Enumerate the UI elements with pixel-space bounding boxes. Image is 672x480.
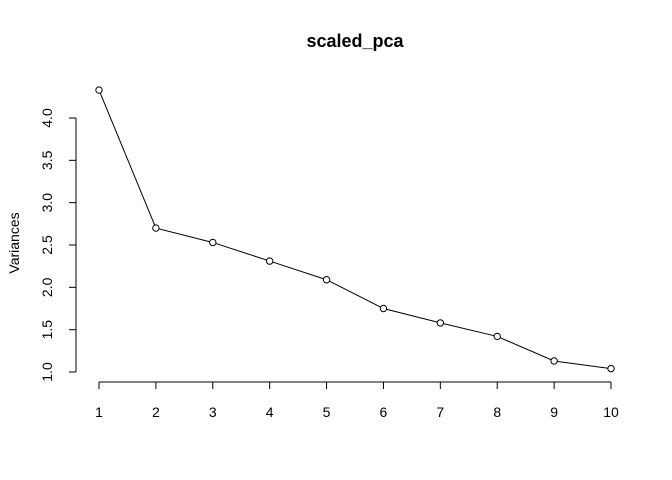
y-tick-label: 2.0 xyxy=(39,277,55,297)
data-point xyxy=(550,357,558,365)
data-point xyxy=(209,238,217,247)
x-axis: 1 2 3 4 5 6 7 8 9 10 xyxy=(95,381,619,420)
data-point xyxy=(379,304,388,313)
x-tick-label: 5 xyxy=(323,404,331,420)
data-point xyxy=(322,276,331,284)
series-line xyxy=(98,89,612,370)
x-tick-label: 7 xyxy=(436,404,444,420)
data-point xyxy=(152,224,160,232)
y-tick-label: 4.0 xyxy=(39,108,55,128)
x-tick-label: 1 xyxy=(95,404,103,420)
x-tick-label: 3 xyxy=(209,404,217,420)
x-tick-label: 2 xyxy=(152,404,160,420)
y-tick-label: 2.5 xyxy=(39,235,55,255)
y-tick-label: 3.5 xyxy=(39,150,55,170)
y-axis: 1.0 1.5 2.0 2.5 3.0 3.5 4.0 xyxy=(39,108,77,382)
data-point xyxy=(493,332,501,341)
x-tick-label: 9 xyxy=(550,404,558,420)
y-axis-title: Variances xyxy=(6,212,22,273)
y-tick-label: 1.5 xyxy=(39,320,55,340)
data-point xyxy=(436,319,445,327)
data-point xyxy=(607,364,615,373)
data-point xyxy=(265,257,274,265)
x-tick-label: 10 xyxy=(603,404,619,420)
data-point xyxy=(95,86,103,94)
series-variances xyxy=(95,86,615,373)
x-tick-label: 8 xyxy=(493,404,501,420)
y-tick-label: 1.0 xyxy=(39,362,55,382)
y-tick-label: 3.0 xyxy=(39,193,55,213)
chart-title: scaled_pca xyxy=(306,31,404,51)
x-tick-label: 6 xyxy=(380,404,388,420)
x-tick-label: 4 xyxy=(266,404,274,420)
